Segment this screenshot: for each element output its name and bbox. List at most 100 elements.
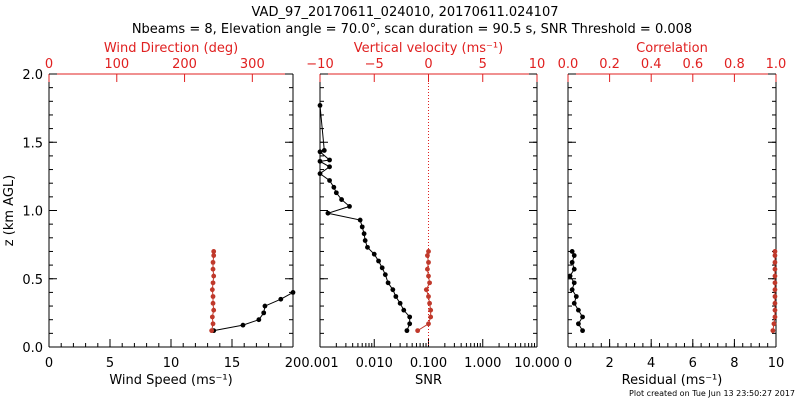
- panel-snr-series-0-point: [357, 217, 363, 223]
- panel-snr-xtick-label: 0.010: [356, 356, 393, 371]
- ytick-label: 1.5: [22, 136, 43, 151]
- panel-residual-top-tick-label: 0.0: [558, 57, 579, 72]
- panel-wind-xtick-label: 20: [285, 356, 302, 371]
- panel-residual-xtick-label: 4: [647, 356, 655, 371]
- panel-snr-series-0-point: [331, 184, 337, 190]
- panel-residual-xtick-label: 6: [689, 356, 697, 371]
- panel-snr-xtick-label: 0.001: [301, 356, 338, 371]
- panel-snr-series-0-point: [347, 204, 352, 209]
- panel-wind-top-tick-label: 300: [240, 57, 265, 72]
- panel-residual-series-1-point: [772, 273, 778, 279]
- panel-snr-series-1-point: [427, 300, 432, 306]
- panel-wind-series-1-point: [210, 259, 216, 265]
- panel-snr-series-1-point: [415, 328, 421, 334]
- panel-residual-top-tick-label: 0.6: [682, 57, 703, 72]
- ytick-label: 0.5: [22, 273, 43, 288]
- panel-snr-series-0-point: [382, 272, 388, 278]
- panel-snr-series-1-point: [426, 259, 431, 265]
- panel-residual-series-1-point: [771, 321, 777, 327]
- panel-wind-top-label: Wind Direction (deg): [104, 41, 238, 56]
- panel-residual-top-label: Correlation: [636, 41, 708, 56]
- panel-snr-series-0-point: [385, 280, 391, 286]
- panel-wind-series-0-point: [240, 322, 246, 328]
- panel-residual-series-0-point: [567, 273, 573, 279]
- panel-wind-xtick-label: 5: [106, 356, 114, 371]
- panel-snr-series-0-point: [317, 158, 323, 164]
- panel-snr-top-label: Vertical velocity (ms⁻¹): [354, 41, 503, 56]
- panel-snr-series-0-point: [359, 224, 365, 230]
- figure-title-line2: Nbeams = 8, Elevation angle = 70.0°, sca…: [132, 22, 692, 37]
- panel-snr-top-tick-label: 10: [529, 57, 546, 72]
- panel-wind-series-1-point: [211, 273, 217, 279]
- panel-snr-series-1-point: [426, 294, 431, 299]
- panel-residual-top-tick-label: 1.0: [766, 57, 787, 72]
- panel-residual-series-1-point: [772, 266, 778, 272]
- panel-snr-series-0-point: [376, 258, 381, 264]
- panel-snr-series-0-point: [333, 190, 339, 196]
- panel-residual-series-1-point: [772, 300, 778, 306]
- panel-wind-top-tick-label: 200: [172, 57, 197, 72]
- panel-wind-top-tick-label: 100: [104, 57, 129, 72]
- panel-residual-series-0-point: [569, 287, 575, 293]
- panel-snr-series-1-point: [426, 273, 431, 279]
- panel-residual-top-tick-label: 0.2: [599, 57, 620, 72]
- ylabel: z (km AGL): [2, 175, 17, 246]
- panel-snr-series-0-point: [327, 157, 332, 163]
- panel-snr-series-0-point: [393, 294, 399, 299]
- panel-residual-series-0-point: [576, 307, 581, 313]
- panel-residual-series-1-point: [772, 249, 778, 254]
- panel-snr-series-0-point: [407, 321, 413, 327]
- panel-wind-xtick-label: 0: [45, 356, 53, 371]
- panel-snr-series-1-point: [427, 280, 432, 286]
- panel-snr-series-0-point: [317, 149, 323, 155]
- panel-snr-series-0-point: [404, 328, 410, 334]
- panel-wind-series-1-point: [210, 294, 216, 299]
- panel-snr-series-0-point: [371, 251, 377, 257]
- ytick-label: 0.0: [22, 341, 43, 356]
- panel-wind-top-tick-label: 0: [45, 57, 53, 72]
- panel-wind-series-1-point: [211, 249, 217, 254]
- panel-wind-xlabel: Wind Speed (ms⁻¹): [109, 373, 232, 388]
- panel-residual-xtick-label: 8: [730, 356, 738, 371]
- panel-snr-series-0-point: [361, 231, 367, 237]
- panel-residual-series-0-point: [576, 321, 581, 327]
- panel-snr-series-1-point: [426, 321, 431, 327]
- panel-snr-series-0-point: [365, 244, 370, 250]
- panel-snr-series-0-point: [390, 287, 396, 293]
- panel-wind-series-1-point: [210, 321, 216, 327]
- panel-residual-series-1-point: [772, 287, 778, 293]
- panel-residual-xtick-label: 10: [768, 356, 785, 371]
- panel-snr-series-0-point: [362, 238, 368, 243]
- panel-snr-series-1-point: [425, 253, 430, 258]
- panel-snr-xlabel: SNR: [415, 373, 442, 388]
- panel-snr-series-1-point: [423, 287, 429, 293]
- panel-snr-series-0-point: [401, 307, 407, 313]
- figure-title-line1: VAD_97_20170611_024010, 20170611.024107: [252, 5, 559, 20]
- panel-snr-series-0-point: [317, 171, 323, 177]
- panel-wind-series-1-point: [209, 314, 215, 320]
- panel-residual-series-0-point: [573, 294, 579, 299]
- panel-residual-series-0-point: [571, 280, 577, 286]
- ytick-label: 1.0: [22, 205, 43, 220]
- panel-snr-top-tick-label: 0: [424, 57, 432, 72]
- panel-snr-xtick-label: 10.000: [514, 356, 560, 371]
- panel-wind-series-1-point: [211, 253, 217, 258]
- plot-created-footer: Plot created on Tue Jun 13 23:50:27 2017: [629, 389, 795, 398]
- panel-snr-series-0-point: [339, 197, 344, 202]
- panel-residual-series-0-point: [569, 259, 575, 265]
- panel-wind-series-1-point: [209, 328, 215, 334]
- panel-residual-series-1-point: [772, 259, 778, 265]
- panel-snr-series-0-point: [407, 314, 413, 320]
- panel-snr-series-1-point: [428, 307, 434, 313]
- panel-snr-series-0-point: [327, 178, 332, 183]
- panel-snr-series-0-point: [321, 148, 327, 153]
- panel-wind-series-0-point: [261, 310, 267, 316]
- panel-snr-series-0-point: [317, 102, 323, 108]
- panel-snr-series-1-point: [428, 314, 434, 320]
- panel-residual-series-0-point: [571, 253, 577, 258]
- panel-snr-series-0-point: [327, 164, 332, 170]
- panel-wind-series-1-point: [211, 307, 217, 313]
- panel-snr-series-0-point: [325, 210, 331, 216]
